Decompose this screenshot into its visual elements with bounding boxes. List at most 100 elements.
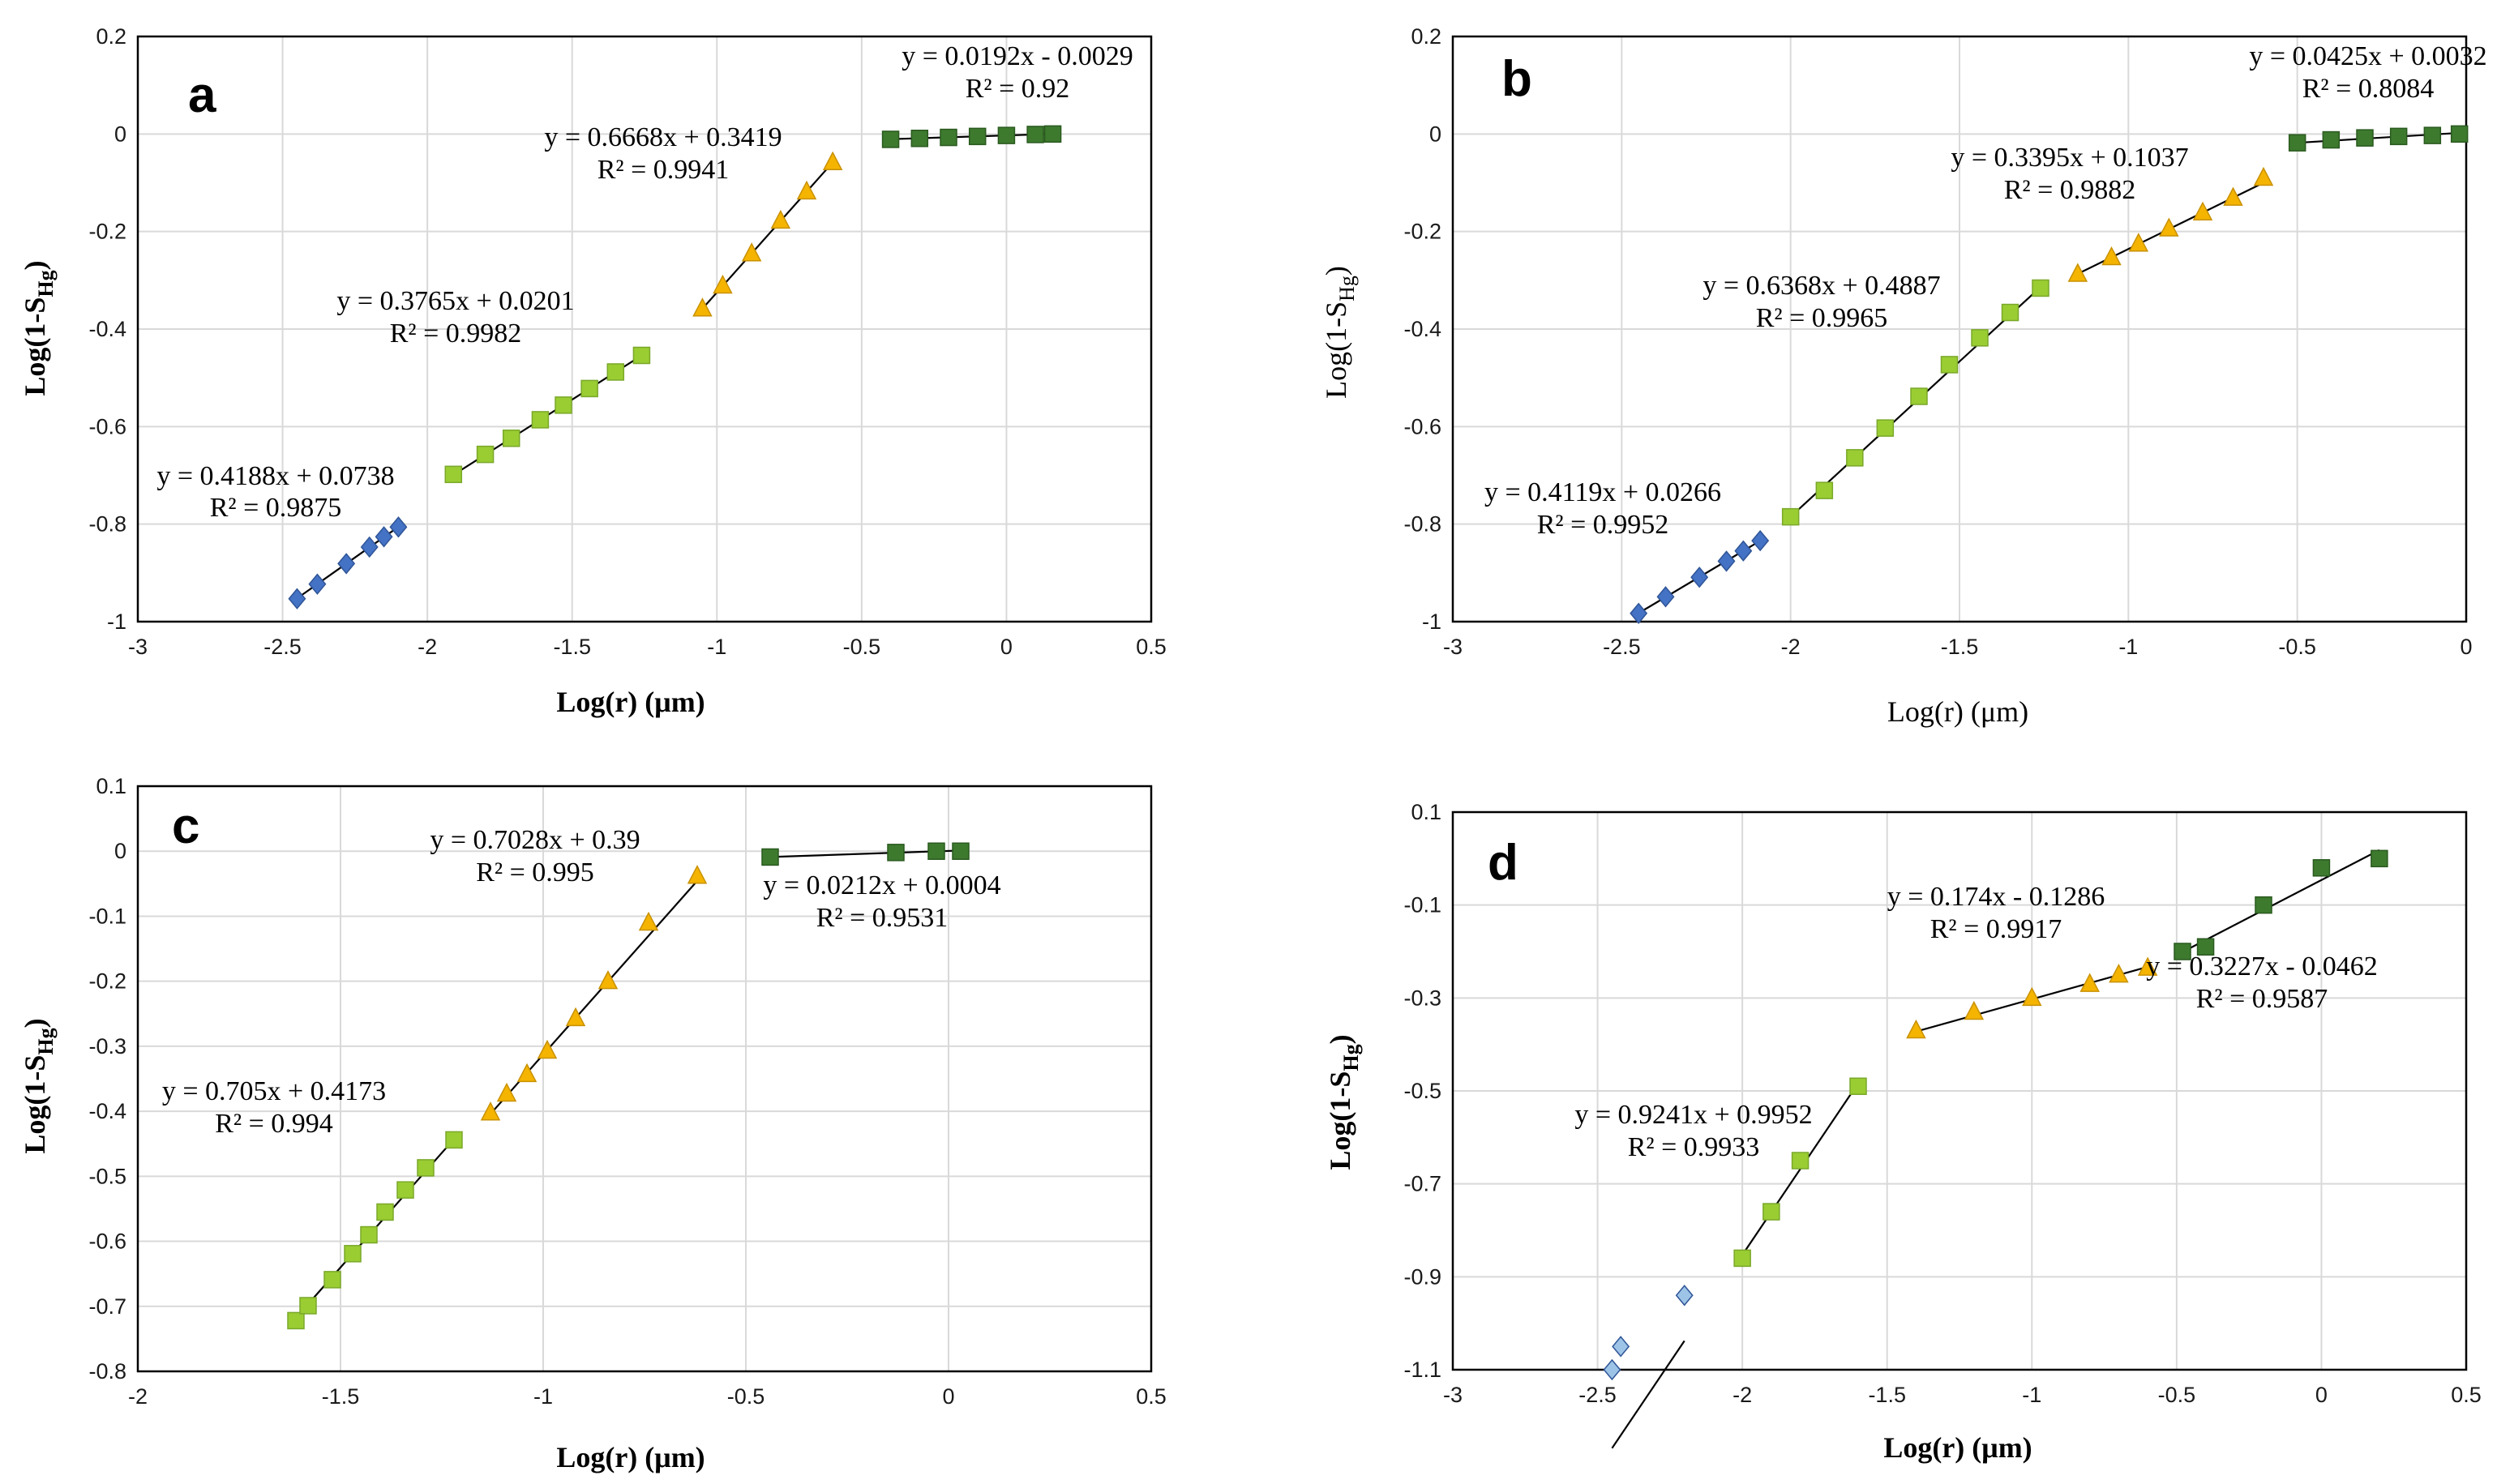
x-tick-label: -3 — [128, 635, 148, 659]
y-tick-label: -0.3 — [88, 1034, 126, 1058]
data-point-segment-1 — [1604, 1360, 1620, 1379]
data-point-segment-2 — [633, 347, 649, 363]
y-tick-label: -0.7 — [1403, 1172, 1441, 1196]
y-tick-label: -0.6 — [88, 1230, 126, 1254]
data-point-segment-2 — [503, 430, 520, 447]
equation-label: y = 0.0425x + 0.0032 — [2249, 41, 2486, 71]
x-tick-label: 0.5 — [1136, 635, 1167, 659]
x-tick-label: -2 — [1781, 635, 1801, 659]
data-point-segment-4 — [2289, 135, 2306, 151]
data-point-segment-4 — [1045, 126, 1061, 142]
data-point-segment-1 — [345, 1246, 361, 1262]
data-point-segment-1 — [289, 589, 305, 609]
data-point-segment-1 — [309, 575, 325, 594]
y-tick-label: -0.8 — [88, 512, 126, 537]
data-point-segment-2 — [1877, 420, 1893, 436]
data-point-segment-3 — [2103, 248, 2121, 265]
y-tick-label: 0 — [114, 122, 126, 146]
x-tick-label: -2.5 — [263, 635, 302, 659]
data-point-segment-1 — [397, 1182, 413, 1198]
data-point-segment-2 — [1763, 1204, 1780, 1220]
data-point-segment-1 — [362, 537, 378, 557]
data-point-segment-3 — [2130, 234, 2148, 251]
panel-letter-b: b — [1501, 51, 1532, 107]
data-point-segment-3 — [888, 845, 904, 861]
data-point-segment-2 — [445, 466, 461, 482]
x-tick-label: 0.5 — [2451, 1383, 2482, 1407]
y-tick-label: -0.5 — [88, 1164, 126, 1188]
data-point-segment-4 — [2391, 128, 2407, 144]
data-point-segment-4 — [2313, 860, 2329, 876]
data-point-segment-1 — [300, 1298, 316, 1314]
x-tick-label: -1 — [707, 635, 726, 659]
data-point-segment-3 — [928, 843, 944, 859]
y-axis-label: Log(1-SHg) — [19, 1018, 58, 1153]
trendline-segment-4 — [2182, 850, 2379, 952]
data-point-segment-4 — [883, 131, 899, 148]
r-squared-label: R² = 0.9917 — [1930, 914, 2062, 944]
data-point-segment-4 — [940, 130, 957, 146]
data-point-segment-2 — [2032, 280, 2049, 296]
panel-letter-a: a — [188, 67, 216, 123]
r-squared-label: R² = 0.9982 — [390, 319, 522, 349]
equation-label: y = 0.3395x + 0.1037 — [1951, 143, 2188, 173]
equation-label: y = 0.4188x + 0.0738 — [156, 461, 394, 491]
trendline-segment-1 — [1612, 1341, 1684, 1448]
y-tick-label: -0.7 — [88, 1294, 126, 1319]
r-squared-label: R² = 0.9965 — [1756, 303, 1888, 333]
data-point-segment-1 — [1735, 541, 1751, 561]
chart-d-svg: -3 -2.5 -2 -1.5 -1 -0.5 0 0.5-1.1-0.9-0.7-0.5-0… — [1248, 762, 2497, 1484]
y-tick-label: -0.4 — [1403, 317, 1441, 341]
data-point-segment-2 — [478, 447, 494, 463]
data-point-segment-3 — [2160, 219, 2178, 236]
r-squared-label: R² = 0.8084 — [2302, 74, 2435, 104]
y-tick-label: -1.1 — [1403, 1358, 1441, 1382]
r-squared-label: R² = 0.9587 — [2196, 984, 2328, 1014]
data-point-segment-2 — [532, 412, 548, 428]
data-point-segment-2 — [1792, 1153, 1809, 1169]
data-point-segment-3 — [2194, 203, 2212, 220]
y-tick-label: 0.2 — [1411, 24, 1441, 49]
y-tick-label: -0.9 — [1403, 1264, 1441, 1289]
data-point-segment-2 — [2002, 305, 2019, 321]
data-point-segment-2 — [581, 380, 597, 396]
data-point-segment-4 — [2323, 132, 2339, 148]
x-tick-label: -2.5 — [1603, 635, 1641, 659]
x-tick-label: -1.5 — [553, 635, 591, 659]
data-point-segment-1 — [361, 1227, 377, 1243]
r-squared-label: R² = 0.9531 — [816, 903, 949, 933]
data-point-segment-2 — [607, 364, 623, 380]
r-squared-label: R² = 0.9952 — [1537, 510, 1669, 540]
data-point-segment-3 — [953, 843, 969, 859]
data-point-segment-4 — [998, 127, 1014, 143]
data-point-segment-2 — [555, 397, 572, 413]
y-tick-label: -0.4 — [88, 1099, 126, 1123]
chart-panel-d: -3 -2.5 -2 -1.5 -1 -0.5 0 0.5 -1.1 -0.9 -0.7 -0.5 -0… — [1248, 762, 2497, 1484]
x-tick-label: 0 — [2315, 1383, 2328, 1407]
x-axis-label: Log(r) (μm) — [556, 1441, 705, 1473]
data-point-segment-4 — [2371, 850, 2388, 866]
equation-label: y = 0.9241x + 0.9952 — [1574, 1100, 1812, 1130]
data-point-segment-3 — [762, 849, 778, 865]
y-tick-label: -0.8 — [1403, 512, 1441, 537]
y-tick-label: -0.4 — [88, 317, 126, 341]
chart-b-svg: -3 -2.5 -2 -1.5 -1 -0.5 0-1-0.8-0.6-0.4-0.200.… — [1248, 0, 2497, 738]
data-point-segment-2 — [1942, 357, 1958, 373]
x-tick-label: -0.5 — [2278, 635, 2316, 659]
x-tick-label: -3 — [1443, 635, 1463, 659]
y-tick-label: -0.1 — [88, 904, 126, 928]
x-tick-label: 0 — [1000, 635, 1013, 659]
data-point-segment-3 — [824, 152, 842, 169]
chart-c-svg: -2 -1.5 -1 -0.5 0 0.5-0.8-0.7-0.6-0.5-0.4-0.3… — [0, 762, 1248, 1484]
data-point-segment-1 — [338, 554, 354, 573]
equation-label: y = 0.0192x - 0.0029 — [902, 41, 1133, 71]
y-tick-label: -1 — [1422, 609, 1441, 634]
r-squared-label: R² = 0.92 — [966, 74, 1070, 104]
y-axis-label: Log(1-SHg) — [1320, 266, 1359, 399]
x-tick-label: -0.5 — [2158, 1383, 2196, 1407]
data-point-segment-4 — [970, 128, 986, 144]
r-squared-label: R² = 0.995 — [476, 857, 594, 887]
data-point-segment-1 — [1613, 1336, 1629, 1356]
x-axis-label: Log(r) (μm) — [556, 686, 705, 718]
data-point-segment-3 — [2069, 264, 2087, 281]
